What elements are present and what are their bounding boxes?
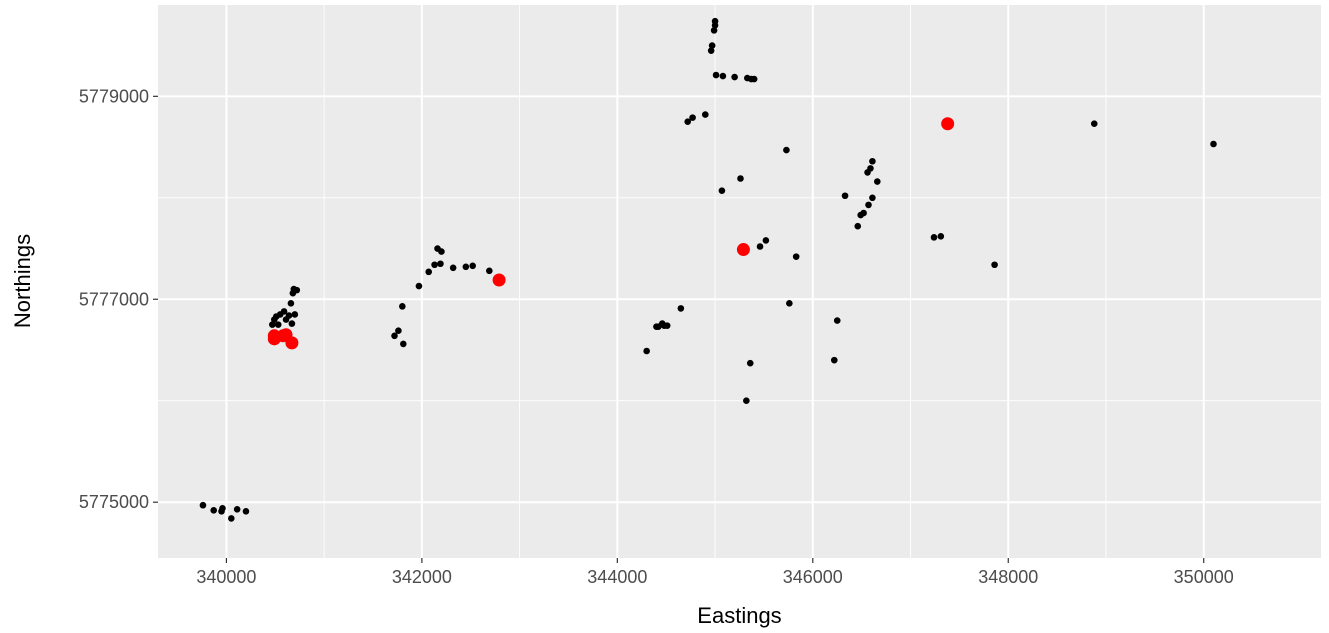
data-point [869, 194, 876, 202]
data-point [486, 267, 493, 275]
x-tick-label: 342000 [392, 567, 452, 587]
data-point [210, 507, 218, 514]
data-point [462, 263, 470, 271]
data-point [731, 73, 738, 81]
highlighted-point [492, 273, 506, 287]
data-point [437, 260, 444, 268]
data-point [792, 253, 800, 260]
data-point [867, 165, 874, 172]
data-point [400, 340, 407, 348]
data-point [746, 359, 754, 367]
data-point [830, 356, 838, 364]
data-point [833, 317, 841, 324]
data-point [869, 157, 876, 165]
data-point [841, 192, 849, 200]
y-tick-label: 5779000 [79, 86, 149, 106]
data-point [854, 222, 862, 230]
data-point [287, 300, 295, 307]
major-gridlines [158, 5, 1321, 558]
data-point [677, 305, 685, 312]
x-tick-label: 350000 [1174, 567, 1234, 587]
data-point [293, 286, 301, 294]
data-point [274, 321, 282, 328]
data-point [701, 111, 709, 118]
data-point [874, 178, 881, 185]
data-point [684, 118, 692, 125]
y-axis-title: Northings [10, 234, 35, 328]
data-point [269, 321, 276, 328]
data-point [663, 322, 671, 329]
x-axis: 340000 342000 344000 346000 348000 350000 [196, 558, 1234, 587]
data-point [227, 515, 235, 522]
highlighted-point [736, 243, 750, 257]
data-point [415, 282, 423, 290]
highlighted-point [285, 336, 299, 350]
data-point [1210, 140, 1217, 148]
data-point [710, 27, 718, 34]
data-point [199, 501, 207, 509]
data-point [750, 75, 758, 83]
data-point [865, 201, 872, 209]
data-points [199, 17, 1217, 522]
data-point [689, 114, 696, 121]
data-point [399, 303, 406, 310]
highlighted-point [941, 117, 955, 131]
data-point [219, 504, 226, 512]
y-tick-label: 5777000 [79, 289, 149, 309]
data-point [743, 397, 750, 405]
highlighted-points [267, 117, 955, 350]
data-point [242, 508, 250, 515]
data-point [285, 312, 293, 319]
data-point [469, 262, 476, 270]
data-point [783, 146, 790, 154]
data-point [719, 72, 727, 80]
data-point [643, 347, 650, 355]
x-tick-label: 348000 [978, 567, 1038, 587]
x-tick-label: 344000 [587, 567, 647, 587]
y-axis: 5775000 5777000 5779000 [79, 86, 158, 512]
data-point [391, 332, 398, 340]
x-tick-label: 346000 [783, 567, 843, 587]
data-point [425, 268, 433, 276]
data-point [737, 175, 744, 182]
data-point [708, 42, 716, 49]
data-point [937, 233, 945, 240]
data-point [860, 209, 867, 217]
data-point [1090, 120, 1098, 128]
data-point [991, 261, 998, 269]
data-point [288, 320, 296, 327]
data-point [431, 261, 438, 269]
data-point [449, 264, 457, 272]
data-point [712, 71, 720, 79]
x-axis-title: Eastings [697, 603, 781, 628]
y-tick-label: 5775000 [79, 492, 149, 512]
data-point [395, 327, 402, 335]
plot-panel [158, 5, 1321, 558]
data-point [762, 237, 770, 244]
x-tick-label: 340000 [196, 567, 256, 587]
data-point [718, 187, 726, 194]
data-point [930, 234, 938, 241]
data-point [280, 308, 288, 315]
data-point [786, 300, 793, 307]
data-point [756, 243, 764, 250]
data-point [233, 505, 241, 513]
data-point [438, 248, 445, 255]
data-point [711, 17, 719, 25]
data-point [707, 47, 715, 54]
data-point [291, 311, 299, 318]
